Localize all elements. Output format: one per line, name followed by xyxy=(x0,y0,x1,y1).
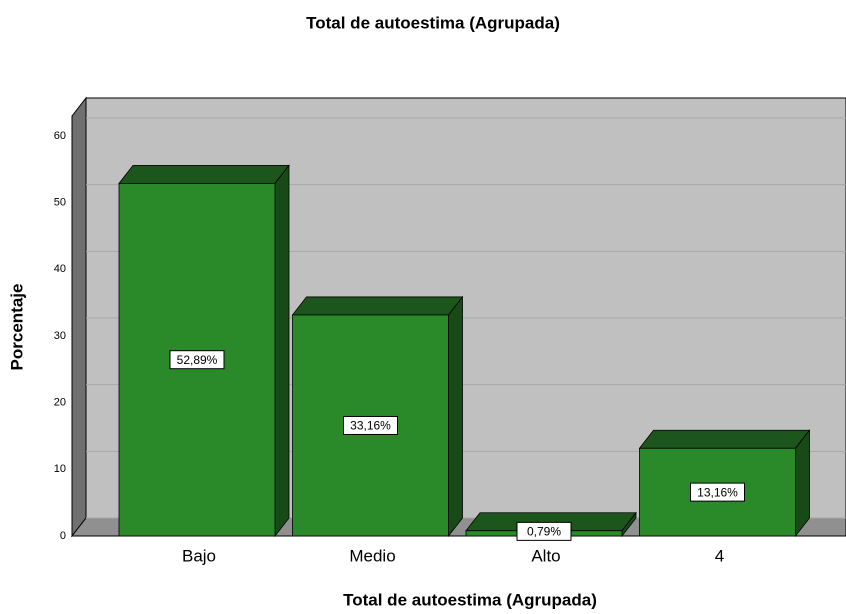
value-label-box xyxy=(343,415,398,435)
left-wall xyxy=(71,96,87,538)
x-tick-label: 4 xyxy=(715,546,724,565)
bar-side xyxy=(448,295,463,538)
x-tick-label: Alto xyxy=(531,546,560,565)
value-label-box xyxy=(169,350,225,370)
bar-side xyxy=(274,164,290,538)
chart-title: Total de autoestima (Agrupada) xyxy=(306,13,560,32)
value-label: 33,16% xyxy=(350,419,391,433)
y-tick-label: 30 xyxy=(54,330,66,342)
x-tick-label: Bajo xyxy=(182,546,216,565)
y-tick-label: 0 xyxy=(60,530,66,542)
bar-top xyxy=(291,296,464,316)
value-label: 52,89% xyxy=(177,353,218,367)
bar-side xyxy=(795,429,810,538)
x-axis-label: Total de autoestima (Agrupada) xyxy=(343,590,597,609)
y-axis-label: Porcentaje xyxy=(7,284,26,371)
value-label-box xyxy=(516,521,572,541)
value-label: 0,79% xyxy=(527,525,561,539)
y-tick-label: 20 xyxy=(54,397,66,409)
y-tick-label: 40 xyxy=(54,263,66,275)
x-tick-label: Medio xyxy=(349,546,395,565)
value-label: 13,16% xyxy=(697,485,738,499)
bar-top xyxy=(638,429,811,449)
value-label-box xyxy=(690,482,745,502)
y-tick-label: 50 xyxy=(54,197,66,209)
y-tick-label: 60 xyxy=(54,130,66,142)
bar-top xyxy=(118,164,290,184)
y-tick-label: 10 xyxy=(54,463,66,475)
